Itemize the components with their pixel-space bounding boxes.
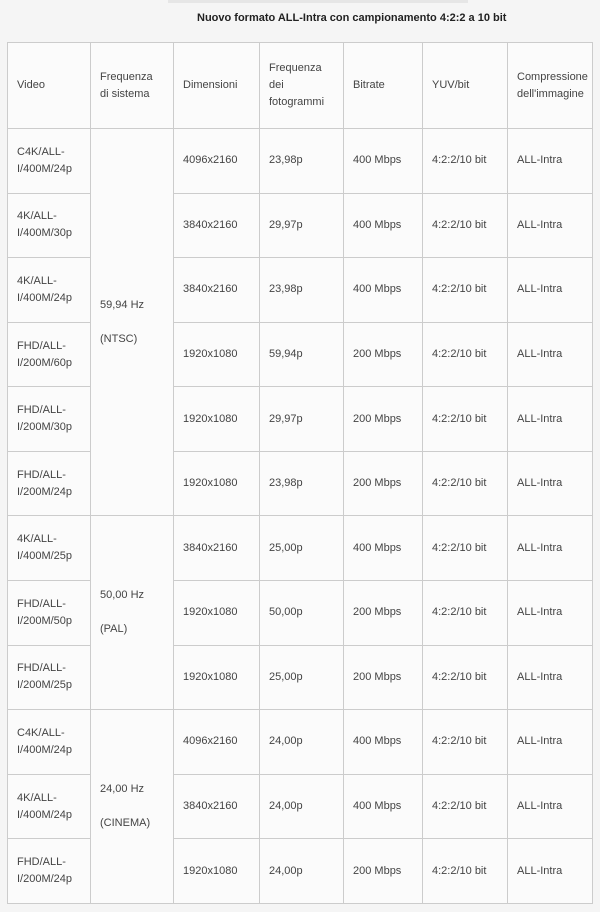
frame-rate-cell: 50,00p	[259, 580, 344, 646]
compression-cell: ALL-Intra	[507, 386, 593, 452]
table-row: C4K/ALL- I/400M/24p 59,94 Hz (NTSC) 4096…	[7, 127, 593, 517]
yuv-bit-cell: 4:2:2/10 bit	[422, 192, 508, 259]
video-cell: FHD/ALL- I/200M/24p	[7, 838, 91, 904]
cropped-content-artifact	[168, 0, 468, 3]
frame-rate-cell: 24,00p	[259, 773, 344, 840]
table-row: 4K/ALL- I/400M/25p 50,00 Hz (PAL) 3840x2…	[7, 515, 593, 711]
compression-cell: ALL-Intra	[507, 644, 593, 711]
dimensions-cell: 4096x2160	[173, 128, 260, 194]
table-row: 4K/ALL- I/400M/30p 3840x2160 29,97p 400 …	[7, 192, 593, 259]
bitrate-cell: 200 Mbps	[343, 386, 423, 452]
system-frequency-cell-cinema: 24,00 Hz (CINEMA)	[90, 709, 174, 904]
bitrate-cell: 400 Mbps	[343, 192, 423, 259]
table-row: FHD/ALL- I/200M/60p 1920x1080 59,94p 200…	[7, 321, 593, 388]
dimensions-cell: 3840x2160	[173, 515, 260, 582]
video-cell: FHD/ALL- I/200M/60p	[7, 321, 91, 388]
table-row: FHD/ALL- I/200M/24p 1920x1080 23,98p 200…	[7, 450, 593, 517]
frame-rate-cell: 25,00p	[259, 515, 344, 582]
compression-cell: ALL-Intra	[507, 838, 593, 904]
table-row: FHD/ALL- I/200M/30p 1920x1080 29,97p 200…	[7, 386, 593, 452]
bitrate-cell: 400 Mbps	[343, 515, 423, 582]
frame-rate-cell: 29,97p	[259, 386, 344, 452]
yuv-bit-cell: 4:2:2/10 bit	[422, 838, 508, 904]
dimensions-cell: 3840x2160	[173, 773, 260, 840]
yuv-bit-cell: 4:2:2/10 bit	[422, 450, 508, 517]
frame-rate-cell: 23,98p	[259, 450, 344, 517]
col-header-yuv-bit: YUV/bit	[422, 42, 508, 129]
yuv-bit-cell: 4:2:2/10 bit	[422, 709, 508, 775]
bitrate-cell: 400 Mbps	[343, 709, 423, 775]
video-cell: FHD/ALL- I/200M/50p	[7, 580, 91, 646]
dimensions-cell: 1920x1080	[173, 644, 260, 711]
yuv-bit-cell: 4:2:2/10 bit	[422, 515, 508, 582]
bitrate-cell: 200 Mbps	[343, 321, 423, 388]
video-cell: C4K/ALL- I/400M/24p	[7, 128, 91, 194]
compression-cell: ALL-Intra	[507, 450, 593, 517]
table-row: FHD/ALL- I/200M/25p 1920x1080 25,00p 200…	[7, 644, 593, 711]
table-header-row: Video Frequenza di sistema Dimensioni Fr…	[7, 42, 593, 129]
frame-rate-cell: 59,94p	[259, 321, 344, 388]
dimensions-cell: 1920x1080	[173, 838, 260, 904]
table-row: FHD/ALL- I/200M/24p 1920x1080 24,00p 200…	[7, 838, 593, 904]
table-row: C4K/ALL- I/400M/24p 24,00 Hz (CINEMA) 40…	[7, 709, 593, 904]
col-header-video: Video	[7, 42, 91, 129]
compression-cell: ALL-Intra	[507, 257, 593, 323]
video-cell: FHD/ALL- I/200M/25p	[7, 644, 91, 711]
col-header-system-frequency: Frequenza di sistema	[90, 42, 174, 129]
yuv-bit-cell: 4:2:2/10 bit	[422, 773, 508, 840]
video-cell: 4K/ALL- I/400M/30p	[7, 192, 91, 259]
dimensions-cell: 1920x1080	[173, 580, 260, 646]
dimensions-cell: 1920x1080	[173, 321, 260, 388]
bitrate-cell: 400 Mbps	[343, 128, 423, 194]
compression-cell: ALL-Intra	[507, 321, 593, 388]
page-title: Nuovo formato ALL-Intra con campionament…	[197, 12, 507, 24]
yuv-bit-cell: 4:2:2/10 bit	[422, 321, 508, 388]
frame-rate-cell: 24,00p	[259, 838, 344, 904]
bitrate-cell: 200 Mbps	[343, 838, 423, 904]
video-cell: 4K/ALL- I/400M/25p	[7, 515, 91, 582]
video-cell: C4K/ALL- I/400M/24p	[7, 709, 91, 775]
compression-cell: ALL-Intra	[507, 515, 593, 582]
frame-rate-cell: 29,97p	[259, 192, 344, 259]
col-header-bitrate: Bitrate	[343, 42, 423, 129]
bitrate-cell: 200 Mbps	[343, 450, 423, 517]
col-header-dimensions: Dimensioni	[173, 42, 260, 129]
bitrate-cell: 400 Mbps	[343, 257, 423, 323]
dimensions-cell: 3840x2160	[173, 192, 260, 259]
yuv-bit-cell: 4:2:2/10 bit	[422, 128, 508, 194]
yuv-bit-cell: 4:2:2/10 bit	[422, 644, 508, 711]
compression-cell: ALL-Intra	[507, 128, 593, 194]
dimensions-cell: 3840x2160	[173, 257, 260, 323]
compression-cell: ALL-Intra	[507, 580, 593, 646]
bitrate-cell: 400 Mbps	[343, 773, 423, 840]
table-row: 4K/ALL- I/400M/24p 3840x2160 24,00p 400 …	[7, 773, 593, 840]
dimensions-cell: 1920x1080	[173, 386, 260, 452]
video-cell: FHD/ALL- I/200M/24p	[7, 450, 91, 517]
yuv-bit-cell: 4:2:2/10 bit	[422, 257, 508, 323]
col-header-compression: Compressione dell'immagine	[507, 42, 593, 129]
compression-cell: ALL-Intra	[507, 709, 593, 775]
yuv-bit-cell: 4:2:2/10 bit	[422, 580, 508, 646]
yuv-bit-cell: 4:2:2/10 bit	[422, 386, 508, 452]
compression-cell: ALL-Intra	[507, 773, 593, 840]
compression-cell: ALL-Intra	[507, 192, 593, 259]
frame-rate-cell: 23,98p	[259, 257, 344, 323]
video-format-table: Video Frequenza di sistema Dimensioni Fr…	[7, 42, 593, 904]
system-frequency-cell-ntsc: 59,94 Hz (NTSC)	[90, 127, 174, 517]
table-row: FHD/ALL- I/200M/50p 1920x1080 50,00p 200…	[7, 580, 593, 646]
video-cell: FHD/ALL- I/200M/30p	[7, 386, 91, 452]
dimensions-cell: 4096x2160	[173, 709, 260, 775]
system-frequency-cell-pal: 50,00 Hz (PAL)	[90, 515, 174, 711]
frame-rate-cell: 25,00p	[259, 644, 344, 711]
frame-rate-cell: 24,00p	[259, 709, 344, 775]
bitrate-cell: 200 Mbps	[343, 580, 423, 646]
video-cell: 4K/ALL- I/400M/24p	[7, 773, 91, 840]
bitrate-cell: 200 Mbps	[343, 644, 423, 711]
col-header-frame-rate: Frequenza dei fotogrammi	[259, 42, 344, 129]
video-cell: 4K/ALL- I/400M/24p	[7, 257, 91, 323]
dimensions-cell: 1920x1080	[173, 450, 260, 517]
frame-rate-cell: 23,98p	[259, 128, 344, 194]
